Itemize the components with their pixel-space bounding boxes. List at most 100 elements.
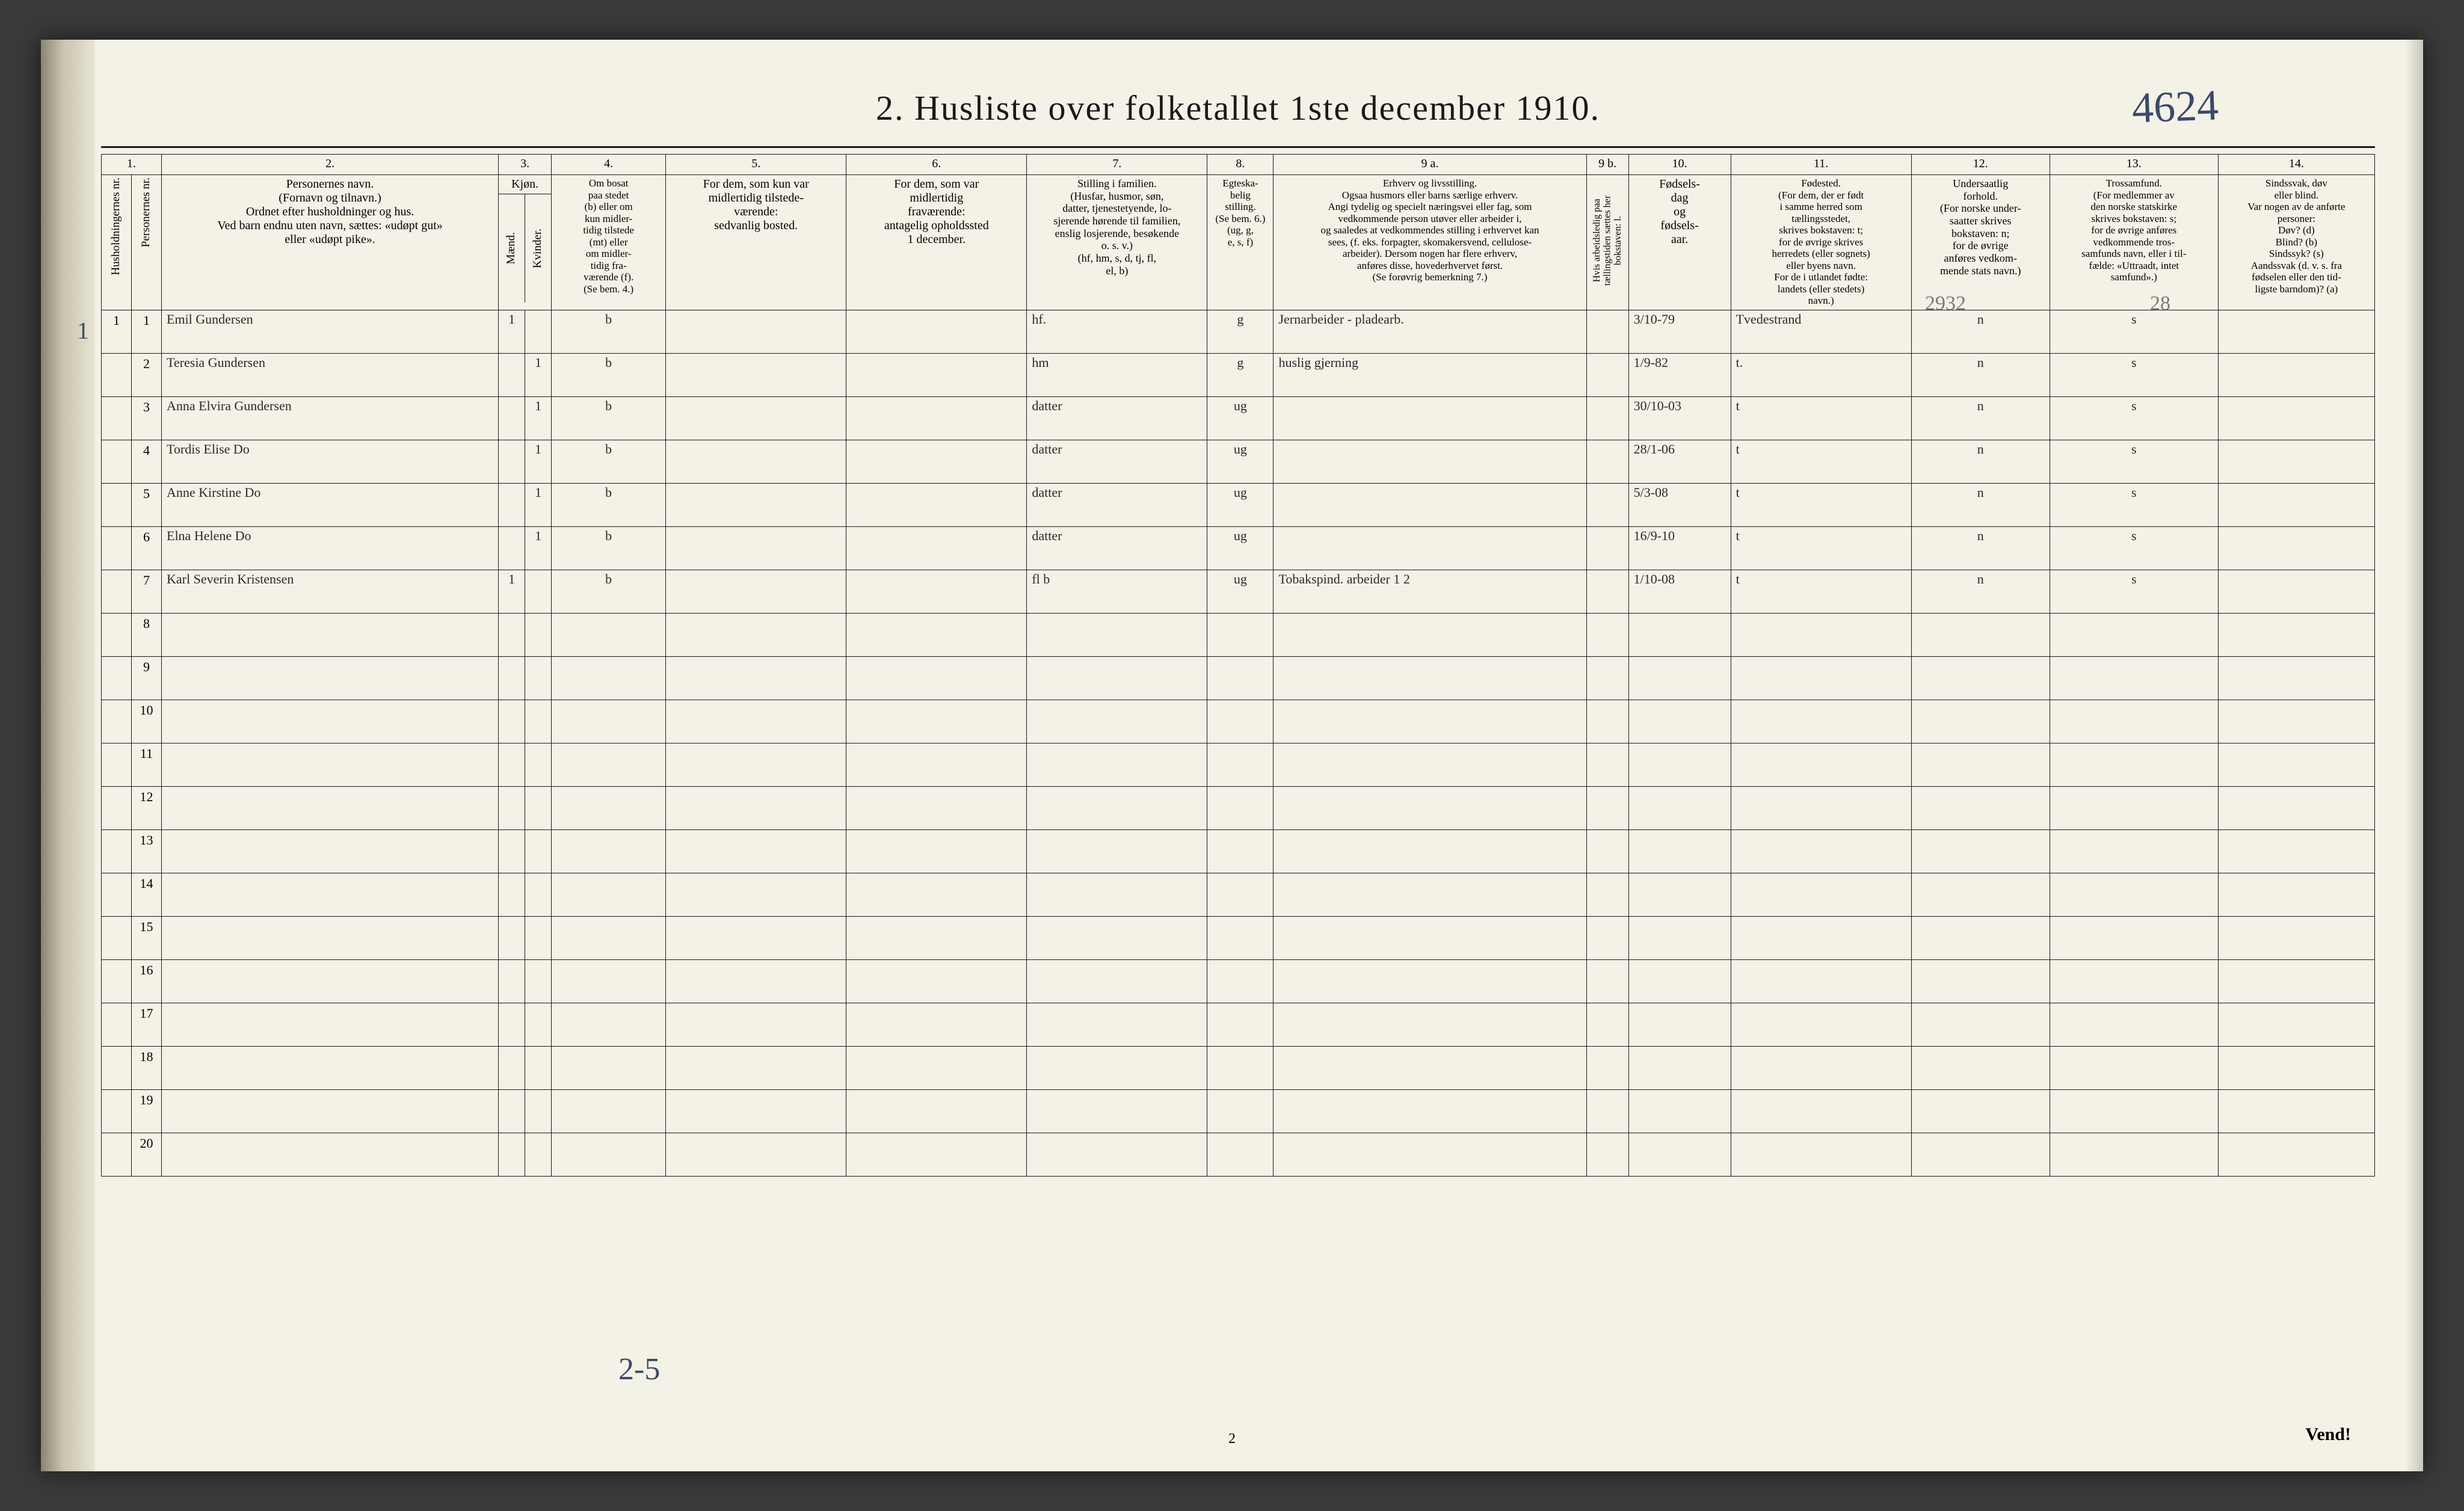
cell-m [499, 1133, 525, 1177]
cell-c5 [666, 700, 846, 743]
table-row: 17 [102, 1003, 2375, 1047]
cell-tro [2050, 1090, 2218, 1133]
cell-fsted [1731, 1003, 1911, 1047]
page-number: 2 [41, 1431, 2423, 1447]
cell-us [1911, 960, 2050, 1003]
page-title: 2. Husliste over folketallet 1ste decemb… [876, 88, 1600, 128]
cell-fsted [1731, 657, 1911, 700]
cell-name [162, 743, 499, 787]
cell-dob: 28/1-06 [1628, 440, 1731, 484]
cell-fam: datter [1027, 484, 1207, 527]
cell-tro [2050, 1047, 2218, 1090]
cell-fam [1027, 657, 1207, 700]
cell-egte [1207, 960, 1274, 1003]
cell-dob: 5/3-08 [1628, 484, 1731, 527]
cell-egte: g [1207, 354, 1274, 397]
cell-tro: s [2050, 484, 2218, 527]
cell-bos [552, 917, 666, 960]
cell-c6 [846, 743, 1027, 787]
cell-dob: 1/10-08 [1628, 570, 1731, 614]
cell-hh [102, 397, 132, 440]
hdr-female: Kvinder. [532, 229, 544, 268]
cell-hh [102, 657, 132, 700]
cell-hh [102, 917, 132, 960]
cell-pn: 12 [132, 787, 162, 830]
cell-c6 [846, 614, 1027, 657]
cell-k [525, 830, 552, 873]
cell-name: Anne Kirstine Do [162, 484, 499, 527]
cell-erh [1274, 440, 1586, 484]
cell-bos: b [552, 440, 666, 484]
cell-egte: ug [1207, 570, 1274, 614]
cell-name: Anna Elvira Gundersen [162, 397, 499, 440]
cell-fsted: t [1731, 527, 1911, 570]
cell-hh [102, 1090, 132, 1133]
cell-erh [1274, 700, 1586, 743]
cell-fsted [1731, 830, 1911, 873]
cell-fam [1027, 960, 1207, 1003]
cell-us [1911, 657, 2050, 700]
colnum-9a: 9 a. [1274, 155, 1586, 175]
cell-c9b [1586, 484, 1628, 527]
cell-pn: 8 [132, 614, 162, 657]
cell-egte [1207, 1090, 1274, 1133]
cell-k [525, 310, 552, 354]
cell-dob [1628, 1003, 1731, 1047]
colnum-1: 1. [102, 155, 162, 175]
table-row: 3Anna Elvira Gundersen1bdatterug30/10-03… [102, 397, 2375, 440]
cell-tro: s [2050, 310, 2218, 354]
cell-c14 [2218, 484, 2374, 527]
cell-hh [102, 830, 132, 873]
cell-tro: s [2050, 440, 2218, 484]
cell-pn: 13 [132, 830, 162, 873]
cell-k: 1 [525, 527, 552, 570]
cell-c9b [1586, 397, 1628, 440]
cell-name [162, 830, 499, 873]
cell-fsted: t [1731, 397, 1911, 440]
cell-bos [552, 743, 666, 787]
cell-erh [1274, 743, 1586, 787]
cell-fsted [1731, 787, 1911, 830]
cell-c9b [1586, 743, 1628, 787]
cell-c14 [2218, 397, 2374, 440]
cell-k [525, 1003, 552, 1047]
colnum-14: 14. [2218, 155, 2374, 175]
cell-c6 [846, 1090, 1027, 1133]
cell-egte [1207, 1047, 1274, 1090]
cell-tro [2050, 1003, 2218, 1047]
cell-c14 [2218, 527, 2374, 570]
hdr-c13: Trossamfund. (For medlemmer av den norsk… [2050, 175, 2218, 310]
cell-erh: huslig gjerning [1274, 354, 1586, 397]
cell-k: 1 [525, 397, 552, 440]
table-row: 5Anne Kirstine Do1bdatterug5/3-08tns [102, 484, 2375, 527]
cell-tro [2050, 1133, 2218, 1177]
cell-tro: s [2050, 397, 2218, 440]
cell-m [499, 397, 525, 440]
table-head: 1. 2. 3. 4. 5. 6. 7. 8. 9 a. 9 b. 10. 11… [102, 155, 2375, 310]
cell-egte [1207, 917, 1274, 960]
cell-c6 [846, 830, 1027, 873]
cell-tro [2050, 657, 2218, 700]
vend-label: Vend! [2305, 1424, 2351, 1445]
colnum-8: 8. [1207, 155, 1274, 175]
col-number-row: 1. 2. 3. 4. 5. 6. 7. 8. 9 a. 9 b. 10. 11… [102, 155, 2375, 175]
cell-fam [1027, 787, 1207, 830]
cell-fsted [1731, 1047, 1911, 1090]
colnum-13: 13. [2050, 155, 2218, 175]
cell-c9b [1586, 873, 1628, 917]
cell-erh: Tobakspind. arbeider 1 2 [1274, 570, 1586, 614]
cell-fsted [1731, 700, 1911, 743]
cell-hh [102, 1003, 132, 1047]
cell-erh: Jernarbeider - pladearb. [1274, 310, 1586, 354]
cell-fam [1027, 1133, 1207, 1177]
page-edge-shadow [2405, 40, 2423, 1471]
cell-egte: g [1207, 310, 1274, 354]
cell-tro [2050, 614, 2218, 657]
cell-egte [1207, 787, 1274, 830]
cell-c6 [846, 570, 1027, 614]
cell-egte [1207, 1003, 1274, 1047]
cell-c5 [666, 787, 846, 830]
cell-name: Teresia Gundersen [162, 354, 499, 397]
cell-c6 [846, 873, 1027, 917]
cell-bos: b [552, 570, 666, 614]
